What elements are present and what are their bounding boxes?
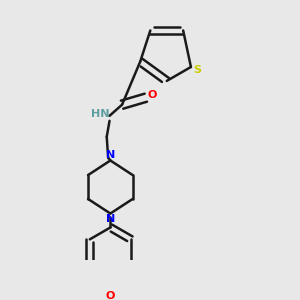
Text: O: O: [106, 291, 115, 300]
Text: N: N: [106, 151, 115, 160]
Text: S: S: [193, 65, 201, 75]
Text: N: N: [106, 214, 115, 224]
Text: HN: HN: [91, 110, 110, 119]
Text: O: O: [147, 91, 157, 100]
